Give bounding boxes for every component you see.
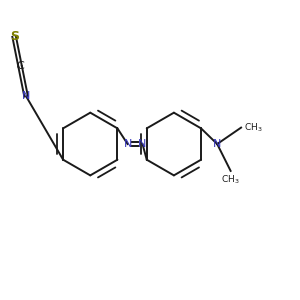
Text: CH$_3$: CH$_3$ — [221, 174, 240, 186]
Text: N: N — [213, 139, 221, 149]
Text: CH$_3$: CH$_3$ — [244, 122, 263, 134]
Text: N: N — [22, 91, 30, 101]
Text: C: C — [16, 61, 24, 71]
Text: N: N — [123, 139, 132, 149]
Text: S: S — [10, 30, 19, 43]
Text: N: N — [138, 139, 147, 149]
